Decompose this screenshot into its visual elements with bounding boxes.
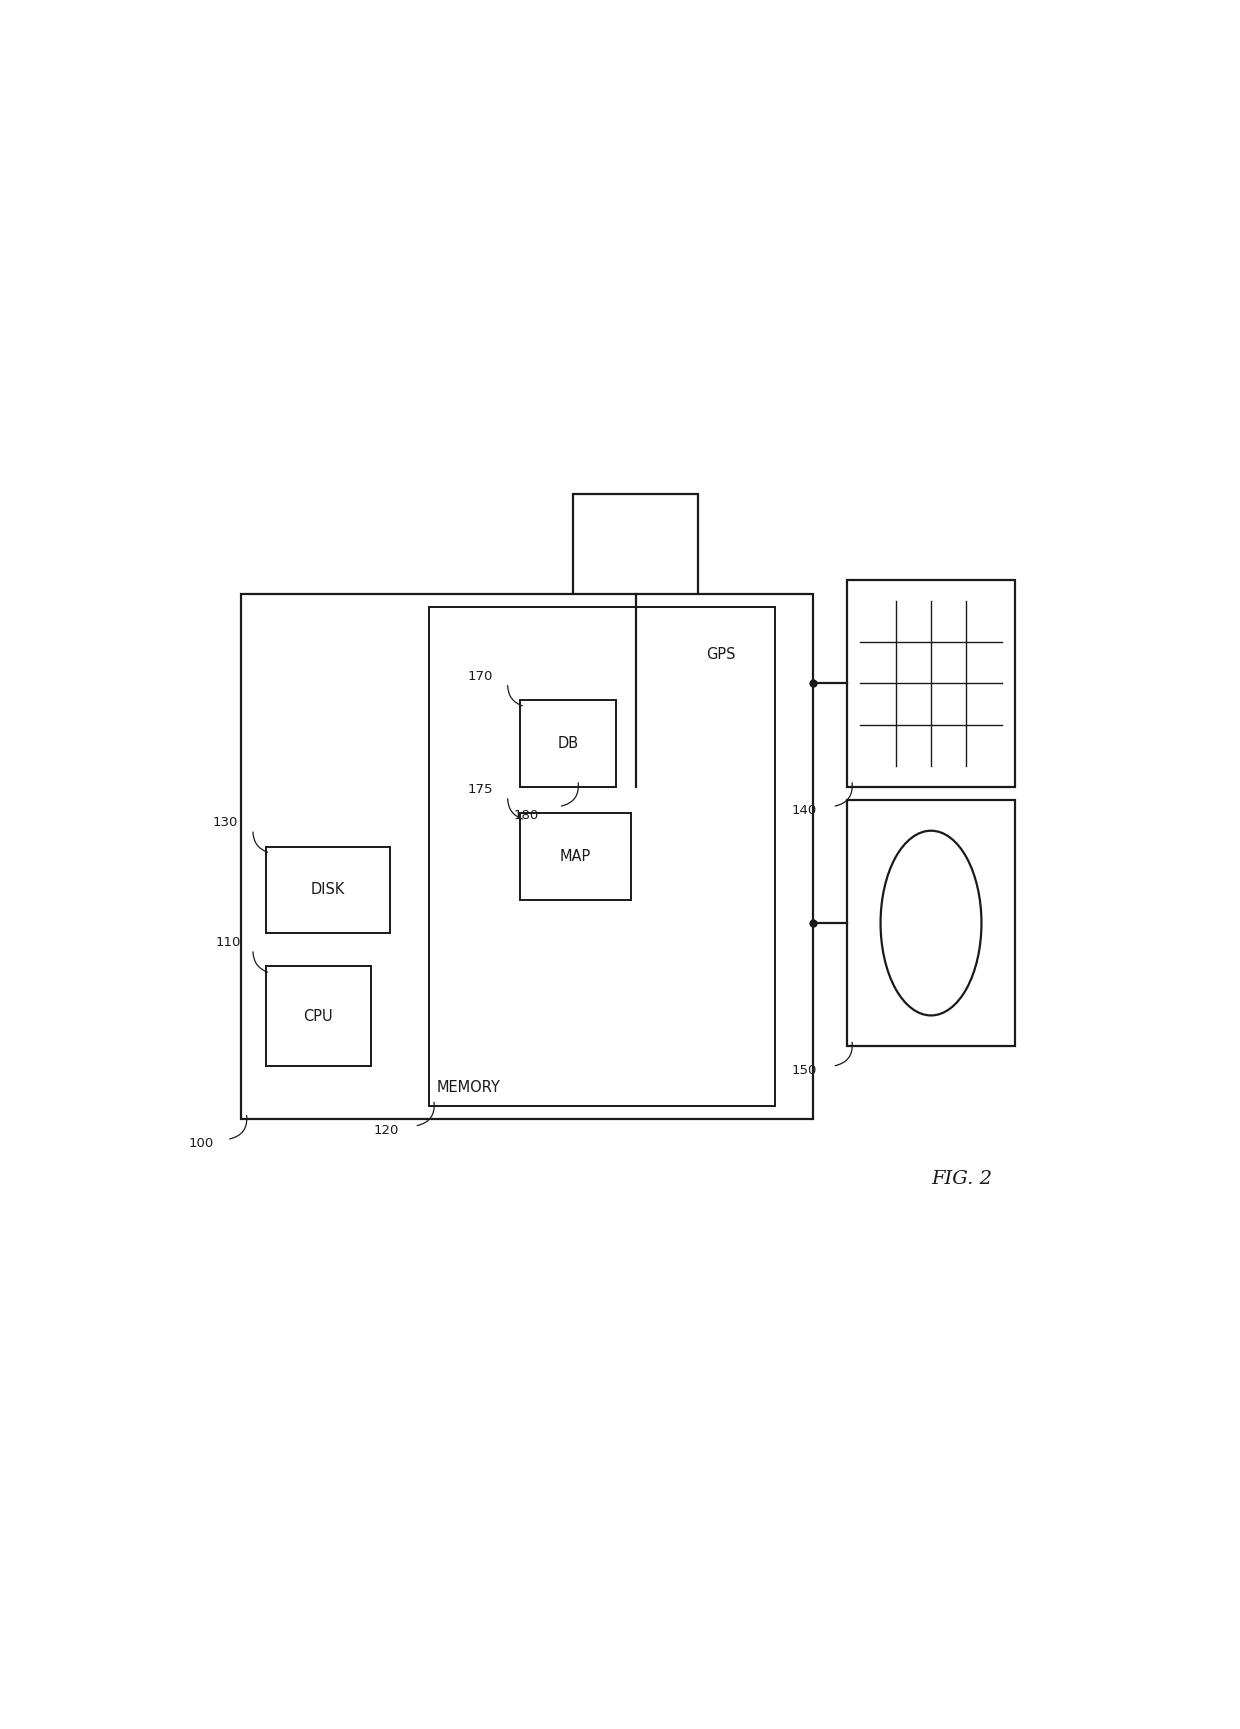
Text: DB: DB bbox=[558, 737, 579, 750]
Text: GPS: GPS bbox=[706, 647, 735, 662]
Text: 100: 100 bbox=[188, 1138, 213, 1150]
Text: 180: 180 bbox=[513, 809, 538, 823]
Ellipse shape bbox=[880, 830, 982, 1015]
Text: 170: 170 bbox=[467, 669, 492, 683]
Bar bbox=[265, 847, 391, 934]
Bar bbox=[521, 813, 631, 899]
Text: 130: 130 bbox=[213, 816, 238, 828]
Bar bbox=[847, 801, 1016, 1046]
Text: 150: 150 bbox=[791, 1063, 817, 1077]
Bar bbox=[242, 593, 813, 1119]
Bar bbox=[521, 700, 616, 787]
Text: CPU: CPU bbox=[304, 1008, 334, 1024]
Text: DISK: DISK bbox=[311, 882, 345, 897]
Text: MAP: MAP bbox=[559, 849, 591, 864]
Bar bbox=[573, 494, 698, 787]
Text: FIG. 2: FIG. 2 bbox=[931, 1171, 993, 1188]
Bar bbox=[429, 607, 775, 1107]
Bar bbox=[847, 581, 1016, 787]
Bar bbox=[265, 967, 371, 1067]
Text: 140: 140 bbox=[791, 804, 816, 818]
Text: 110: 110 bbox=[216, 935, 241, 949]
Text: 175: 175 bbox=[467, 783, 492, 795]
Text: MEMORY: MEMORY bbox=[436, 1081, 501, 1096]
Text: 120: 120 bbox=[373, 1124, 398, 1136]
